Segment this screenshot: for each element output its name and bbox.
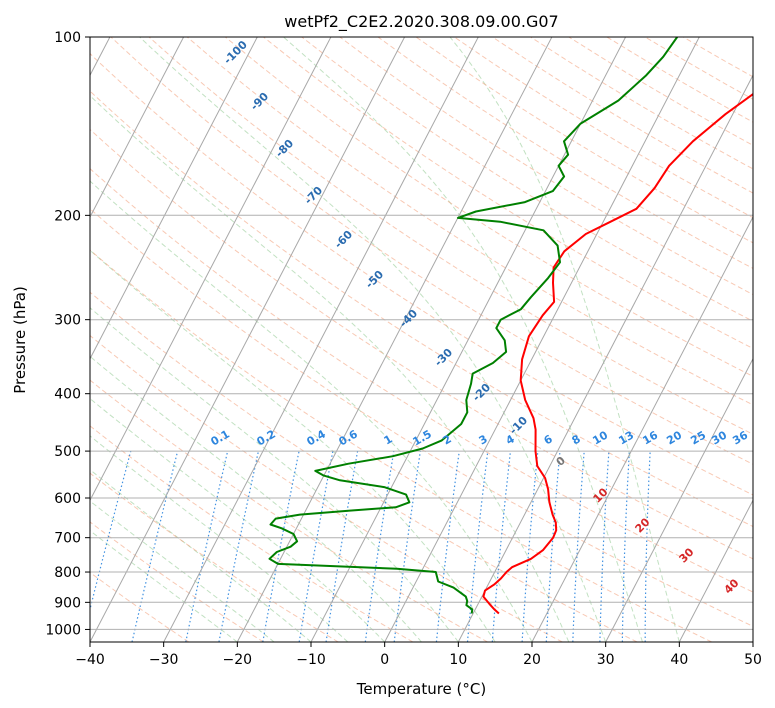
x-tick-label: −30	[149, 652, 179, 668]
isotherm-line	[90, 37, 258, 360]
mixing-ratio-line	[435, 451, 460, 642]
mixing-ratio-line	[491, 451, 512, 642]
dry-adiabat-line	[90, 334, 563, 642]
y-tick-label: 1000	[45, 622, 81, 638]
isotherm-line	[678, 499, 753, 642]
y-axis: 100 200 300 400 500 600 700 800 900 1000	[45, 30, 90, 638]
y-tick-label: 600	[54, 491, 81, 507]
mixing-ratio-line	[364, 451, 395, 642]
mixing-ratio-line	[131, 450, 179, 642]
isotherm-line	[90, 37, 185, 219]
dry-adiabat-line	[90, 425, 414, 642]
mixing-ratio-line	[393, 451, 421, 642]
dry-adiabat-line	[90, 571, 190, 642]
plot-area: -100-90-80-70-60-50-40-30-20-100.1 0.2 0.4…	[90, 37, 753, 642]
dry-adiabat-line	[90, 521, 264, 642]
dry-adiabat-line	[90, 208, 753, 627]
moist-adiabat-line	[449, 37, 680, 642]
x-tick-label: 0	[380, 652, 389, 668]
isotherm-line	[236, 37, 553, 642]
mixing-ratio-line	[466, 451, 489, 642]
dry-adiabat-line	[90, 291, 638, 642]
chart-title: wetPf2_C2E2.2020.308.09.00.G07	[284, 12, 558, 32]
moist-adiabat-line	[90, 500, 275, 642]
isotherm-line	[457, 74, 753, 642]
y-tick-label: 100	[54, 30, 81, 46]
moist-adiabat-line	[90, 530, 238, 642]
x-tick-label: 20	[523, 652, 541, 668]
isotherm-line	[90, 37, 406, 642]
moist-adiabat-line	[283, 37, 643, 642]
moist-adiabat-line	[90, 435, 349, 642]
moist-adiabat-line	[90, 469, 312, 642]
mixing-ratio-line	[185, 450, 229, 642]
dry-adiabat-line	[90, 379, 488, 642]
y-tick-label: 700	[54, 531, 81, 547]
y-axis-label: Pressure (hPa)	[11, 286, 29, 394]
x-axis-label: Temperature (°C)	[356, 680, 486, 698]
isotherm-line	[310, 37, 627, 642]
isotherm-line	[531, 215, 753, 642]
isotherm-grid	[90, 37, 753, 642]
y-tick-label: 500	[54, 444, 81, 460]
mixing-ratio-line	[90, 450, 132, 612]
moist-adiabat-line	[90, 355, 422, 642]
x-tick-label: 10	[449, 652, 467, 668]
x-tick-label: −40	[75, 652, 105, 668]
dry-adiabat-line	[90, 168, 753, 593]
x-tick-label: −20	[223, 652, 253, 668]
dry-adiabat-line	[339, 37, 753, 296]
isobar-grid	[90, 37, 753, 630]
x-tick-label: 50	[744, 652, 762, 668]
dry-adiabat-line	[148, 37, 753, 435]
y-tick-label: 300	[54, 313, 81, 329]
plot-frame	[89, 36, 754, 643]
temperature-line	[482, 92, 753, 615]
dry-adiabat-line	[90, 249, 712, 642]
y-tick-label: 900	[54, 595, 81, 611]
dewpoint-line	[268, 37, 679, 614]
mixing-ratio-lines	[90, 450, 651, 642]
mixing-ratio-line	[521, 451, 539, 642]
dry-adiabat-line	[90, 90, 753, 528]
isotherm-line	[90, 37, 332, 502]
y-tick-label: 400	[54, 387, 81, 403]
isotherm-line	[384, 37, 700, 642]
dry-adiabat-line	[263, 37, 753, 350]
dry-adiabat-line	[90, 52, 753, 496]
profile-series	[268, 37, 753, 615]
isotherm-line	[605, 357, 753, 642]
y-tick-label: 800	[54, 565, 81, 581]
isotherm-line	[163, 37, 479, 642]
x-tick-label: 40	[670, 652, 688, 668]
dry-adiabat-line	[301, 37, 753, 322]
x-tick-label: 30	[597, 652, 615, 668]
dry-adiabat-line	[110, 37, 753, 465]
moist-adiabat-line	[90, 95, 570, 642]
y-tick-label: 200	[54, 208, 81, 224]
dry-adiabat-line	[224, 37, 753, 377]
x-axis: −40 −30 −20 −10 0 10 20 30 40 50	[75, 642, 762, 668]
x-tick-label: −10	[296, 652, 326, 668]
moist-adiabat-line	[90, 180, 533, 642]
